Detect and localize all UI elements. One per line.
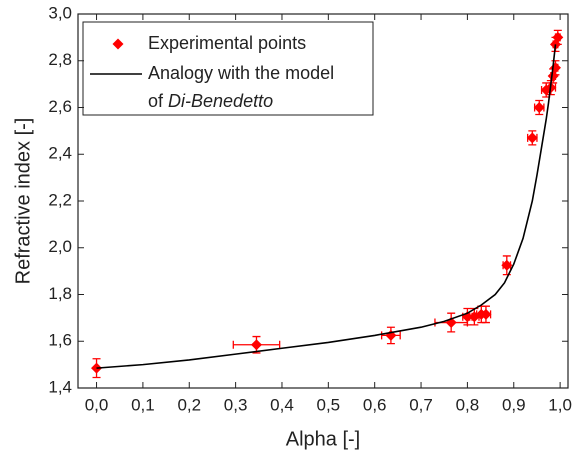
x-tick-label: 0,8	[456, 395, 480, 414]
x-tick-label: 1,0	[548, 395, 572, 414]
data-point	[501, 259, 513, 271]
x-tick-label: 0,2	[177, 395, 201, 414]
y-tick-label: 2,0	[48, 237, 72, 256]
y-tick-label: 2,4	[48, 144, 72, 163]
legend-box	[82, 21, 374, 116]
y-tick-label: 2,8	[48, 50, 72, 69]
x-tick-label: 0,0	[85, 395, 109, 414]
x-tick-label: 0,3	[224, 395, 248, 414]
legend-marker	[112, 38, 124, 50]
y-tick-label: 2,2	[48, 190, 72, 209]
legend-label-cont: of Di-Benedetto	[148, 91, 273, 111]
legend-label-part: of	[148, 91, 164, 111]
x-tick-label: 0,1	[131, 395, 155, 414]
y-tick-label: 2,6	[48, 97, 72, 116]
x-tick-label: 0,4	[270, 395, 294, 414]
y-axis-label: Refractive index [-]	[12, 118, 34, 285]
data-point	[547, 70, 559, 82]
data-point	[526, 132, 538, 144]
data-point	[480, 308, 492, 320]
legend-label: Experimental points	[148, 33, 306, 53]
legend-label-italic: Di-Benedetto	[168, 91, 273, 111]
x-tick-label: 0,9	[502, 395, 526, 414]
x-tick-label: 0,5	[317, 395, 341, 414]
y-tick-label: 3,0	[48, 3, 72, 22]
legend-label: Analogy with the model	[148, 63, 334, 83]
y-tick-label: 1,8	[48, 284, 72, 303]
data-point	[533, 102, 545, 113]
data-point	[552, 31, 564, 43]
data-point	[250, 339, 262, 351]
model-line	[96, 44, 557, 369]
x-tick-label: 0,6	[363, 395, 387, 414]
y-tick-label: 1,4	[48, 377, 72, 396]
y-tick-label: 1,6	[48, 331, 72, 350]
x-tick-label: 0,7	[409, 395, 433, 414]
x-axis-label: Alpha [-]	[286, 428, 360, 450]
